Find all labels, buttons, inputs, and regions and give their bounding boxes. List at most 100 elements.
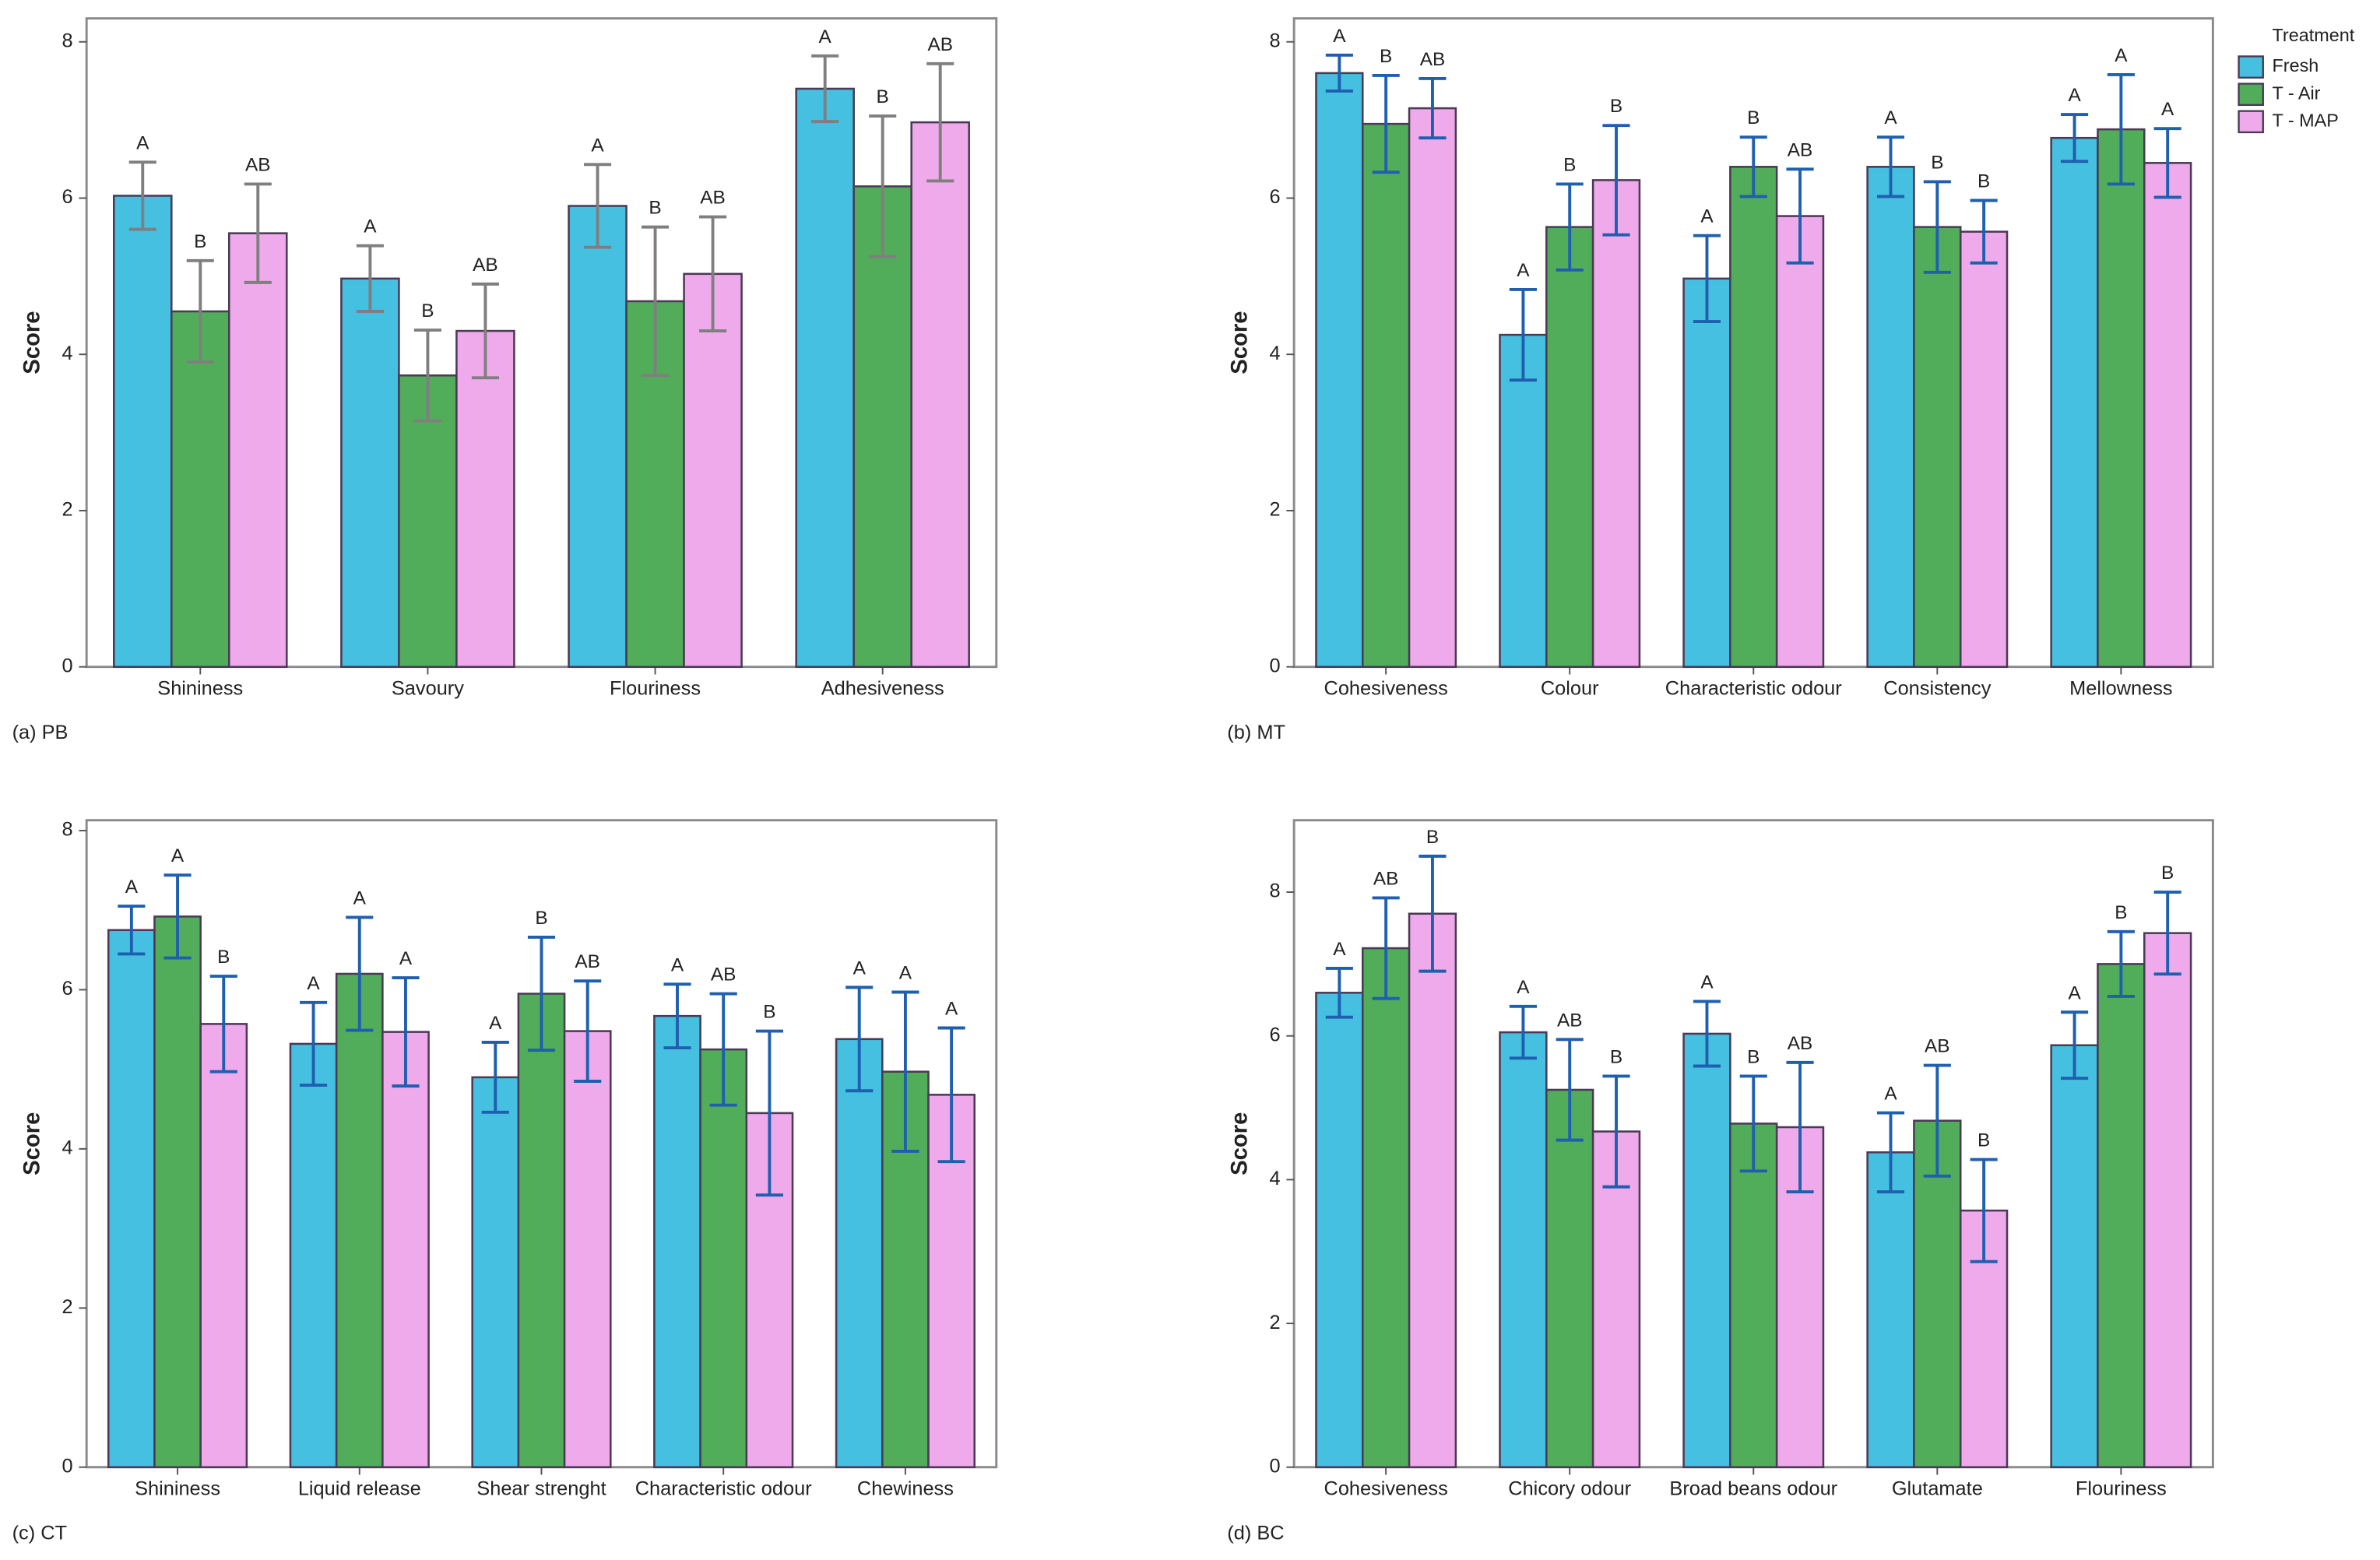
significance-letter: A	[2068, 85, 2081, 106]
bar	[795, 87, 855, 668]
significance-letter: B	[763, 1002, 775, 1023]
x-tick-label: Flouriness	[2076, 1478, 2167, 1500]
bar	[563, 1030, 612, 1469]
legend-swatch	[2238, 55, 2264, 79]
bar	[398, 374, 458, 668]
y-tick-label: 4	[62, 1137, 73, 1159]
significance-letter: B	[1380, 46, 1392, 67]
bar	[1408, 107, 1457, 668]
bar	[568, 205, 628, 668]
significance-letter: AB	[1557, 1010, 1583, 1031]
significance-letter: AB	[575, 951, 600, 972]
y-tick-label: 6	[62, 186, 73, 208]
x-tick-label: Shininess	[157, 678, 243, 700]
y-axis-label: Score	[1228, 1112, 1253, 1175]
legend-title: Treatment	[2272, 25, 2354, 45]
bar	[1545, 226, 1594, 668]
bar	[1729, 166, 1778, 668]
bar	[471, 1076, 520, 1469]
significance-letter: B	[1426, 827, 1439, 848]
significance-letter: AB	[245, 154, 271, 175]
significance-letter: A	[1700, 971, 1714, 993]
x-tick-label: Characteristic odour	[635, 1478, 812, 1500]
bar	[1591, 179, 1641, 668]
y-tick-label: 4	[1269, 343, 1280, 364]
significance-letter: A	[1517, 977, 1530, 998]
y-tick-label: 0	[62, 655, 73, 676]
y-tick-label: 8	[62, 819, 73, 841]
y-tick-label: 0	[1269, 1455, 1280, 1477]
significance-letter: A	[1700, 206, 1714, 227]
significance-letter: AB	[1373, 868, 1399, 889]
significance-letter: B	[194, 231, 206, 252]
x-tick-label: Shininess	[135, 1478, 220, 1500]
bar	[199, 1023, 248, 1469]
y-axis-label: Score	[20, 311, 45, 374]
significance-letter: A	[899, 963, 912, 984]
panel-label: (d) BC	[1227, 1522, 1284, 1544]
bar	[1315, 992, 1364, 1469]
y-axis-label: Score	[1228, 311, 1253, 374]
bar	[1361, 122, 1411, 668]
bar	[1499, 333, 1548, 668]
significance-letter: AB	[1420, 49, 1446, 70]
x-tick-label: Liquid release	[298, 1478, 421, 1500]
bar	[853, 185, 912, 668]
bar	[1959, 230, 2009, 668]
significance-letter: A	[853, 957, 867, 979]
bar	[625, 300, 685, 668]
bar	[1913, 226, 1962, 668]
significance-letter: A	[945, 999, 958, 1020]
significance-letter: AB	[1925, 1036, 1950, 1057]
significance-letter: B	[1931, 152, 1943, 173]
bar	[1545, 1088, 1594, 1469]
x-tick-label: Mellowness	[2069, 678, 2172, 700]
bar	[228, 232, 288, 668]
bar	[699, 1048, 748, 1469]
significance-letter: A	[399, 948, 413, 969]
bar	[1729, 1123, 1778, 1469]
bar	[1682, 1032, 1731, 1469]
bar	[340, 277, 400, 668]
x-tick-label: Shear strenght	[476, 1478, 606, 1500]
significance-letter: AB	[711, 964, 736, 986]
bar	[2050, 136, 2099, 668]
y-tick-label: 2	[62, 499, 73, 521]
y-tick-label: 4	[1269, 1168, 1280, 1189]
x-tick-label: Glutamate	[1892, 1478, 1983, 1500]
bar	[2143, 162, 2192, 668]
bar	[170, 310, 230, 668]
significance-letter: AB	[473, 255, 498, 276]
bar	[517, 993, 566, 1469]
plot-frame	[85, 17, 998, 669]
significance-letter: B	[1610, 1046, 1622, 1067]
bar	[653, 1014, 701, 1469]
significance-letter: A	[125, 877, 139, 898]
significance-letter: AB	[1788, 1033, 1813, 1054]
significance-letter: B	[877, 86, 889, 107]
bar	[2097, 128, 2146, 668]
panel-label: (a) PB	[12, 722, 69, 743]
y-tick-label: 2	[62, 1296, 73, 1318]
significance-letter: A	[1333, 939, 1346, 960]
significance-letter: B	[421, 300, 434, 321]
bar	[1682, 277, 1731, 668]
significance-letter: A	[1884, 1084, 1897, 1105]
significance-letter: B	[535, 908, 547, 929]
y-tick-label: 2	[1269, 499, 1280, 521]
x-tick-label: Broad beans odour	[1669, 1478, 1837, 1500]
significance-letter: A	[364, 216, 377, 237]
bar	[1408, 912, 1457, 1469]
x-tick-label: Colour	[1541, 678, 1599, 700]
significance-letter: A	[1517, 260, 1530, 281]
significance-letter: B	[1610, 96, 1622, 117]
significance-letter: A	[671, 954, 684, 975]
bar	[2050, 1044, 2099, 1469]
legend-swatch	[2238, 83, 2264, 107]
y-tick-label: 0	[1269, 655, 1280, 676]
significance-letter: B	[1563, 154, 1576, 175]
significance-letter: A	[1333, 26, 1346, 47]
significance-letter: A	[489, 1013, 502, 1034]
bar	[1866, 166, 1915, 668]
